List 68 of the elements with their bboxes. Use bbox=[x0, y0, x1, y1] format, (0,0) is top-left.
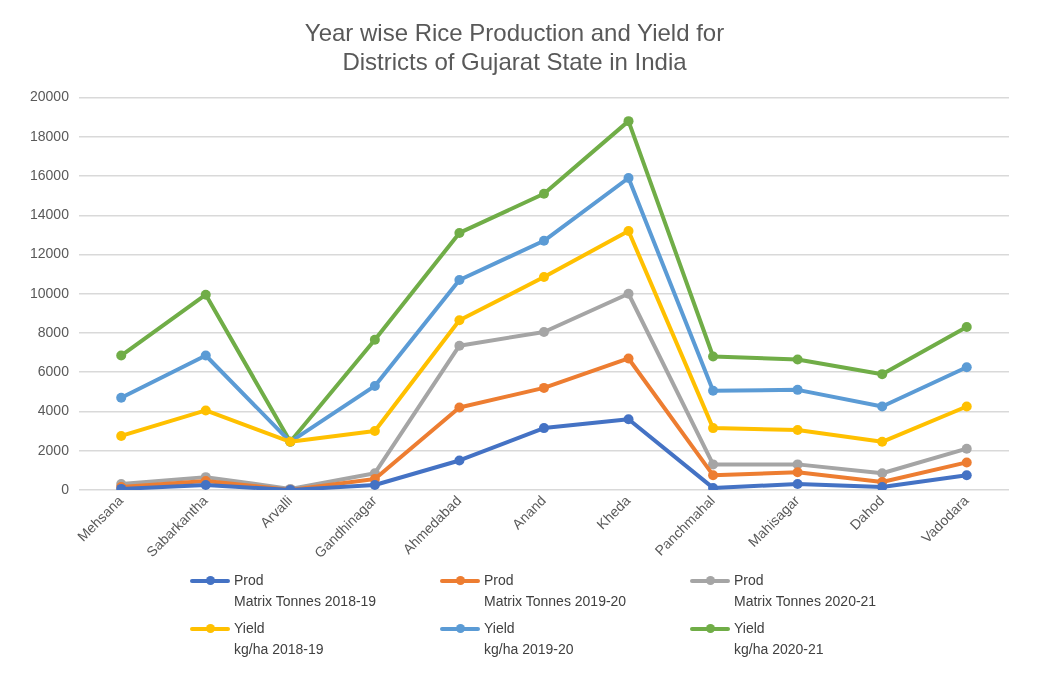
point bbox=[792, 467, 803, 478]
point bbox=[961, 322, 972, 333]
point bbox=[369, 426, 380, 437]
y-tick-label: 18000 bbox=[29, 127, 70, 144]
y-tick-label: 12000 bbox=[29, 245, 70, 262]
point bbox=[708, 482, 719, 490]
point bbox=[369, 380, 380, 391]
point bbox=[454, 340, 465, 351]
point bbox=[538, 382, 549, 393]
point bbox=[116, 430, 127, 441]
y-tick-label: 16000 bbox=[29, 166, 70, 183]
y-tick-label: 10000 bbox=[29, 284, 70, 301]
point bbox=[369, 479, 380, 490]
y-tick-label: 0 bbox=[61, 480, 70, 497]
point bbox=[877, 481, 888, 490]
legend-label: Prod Matrix Tonnes 2019-20 bbox=[484, 571, 627, 611]
point bbox=[961, 443, 972, 454]
point bbox=[538, 235, 549, 246]
point bbox=[623, 288, 634, 299]
point bbox=[877, 436, 888, 447]
point bbox=[538, 326, 549, 337]
point bbox=[961, 470, 972, 481]
point bbox=[877, 401, 888, 412]
point bbox=[200, 405, 211, 416]
y-tick-label: 14000 bbox=[29, 206, 70, 223]
point bbox=[623, 353, 634, 364]
point bbox=[200, 289, 211, 300]
y-tick-label: 2000 bbox=[37, 441, 70, 458]
point bbox=[538, 272, 549, 283]
point bbox=[877, 468, 888, 479]
point bbox=[538, 188, 549, 199]
point bbox=[623, 414, 634, 425]
chart-title: Year wise Rice Production and Yield for Districts of Gujarat State in India bbox=[304, 19, 725, 75]
point bbox=[623, 173, 634, 184]
point bbox=[454, 402, 465, 413]
point bbox=[708, 351, 719, 362]
point bbox=[623, 116, 634, 127]
point bbox=[454, 275, 465, 286]
point bbox=[792, 384, 803, 395]
point bbox=[961, 457, 972, 468]
point bbox=[708, 423, 719, 434]
point bbox=[454, 227, 465, 238]
point bbox=[454, 315, 465, 326]
point bbox=[116, 392, 127, 403]
y-tick-label: 20000 bbox=[29, 88, 70, 105]
point bbox=[961, 401, 972, 412]
point bbox=[369, 334, 380, 345]
point bbox=[961, 362, 972, 373]
point bbox=[623, 225, 634, 236]
legend-label: Yield kg/ha 2019-20 bbox=[484, 619, 574, 659]
legend-label: Prod Matrix Tonnes 2020-21 bbox=[734, 571, 877, 611]
point bbox=[538, 423, 549, 434]
point bbox=[116, 350, 127, 361]
point bbox=[792, 354, 803, 365]
legend-label: Yield kg/ha 2020-21 bbox=[734, 619, 824, 659]
y-tick-label: 4000 bbox=[37, 402, 70, 419]
point bbox=[708, 470, 719, 481]
point bbox=[454, 455, 465, 466]
point bbox=[877, 369, 888, 380]
point bbox=[200, 350, 211, 361]
legend-label: Prod Matrix Tonnes 2018-19 bbox=[234, 571, 377, 611]
point bbox=[792, 479, 803, 489]
point bbox=[708, 385, 719, 396]
y-tick-label: 8000 bbox=[37, 323, 70, 340]
y-tick-label: 6000 bbox=[37, 363, 70, 380]
legend-label: Yield kg/ha 2018-19 bbox=[234, 619, 324, 659]
point bbox=[792, 425, 803, 436]
point bbox=[708, 459, 719, 470]
